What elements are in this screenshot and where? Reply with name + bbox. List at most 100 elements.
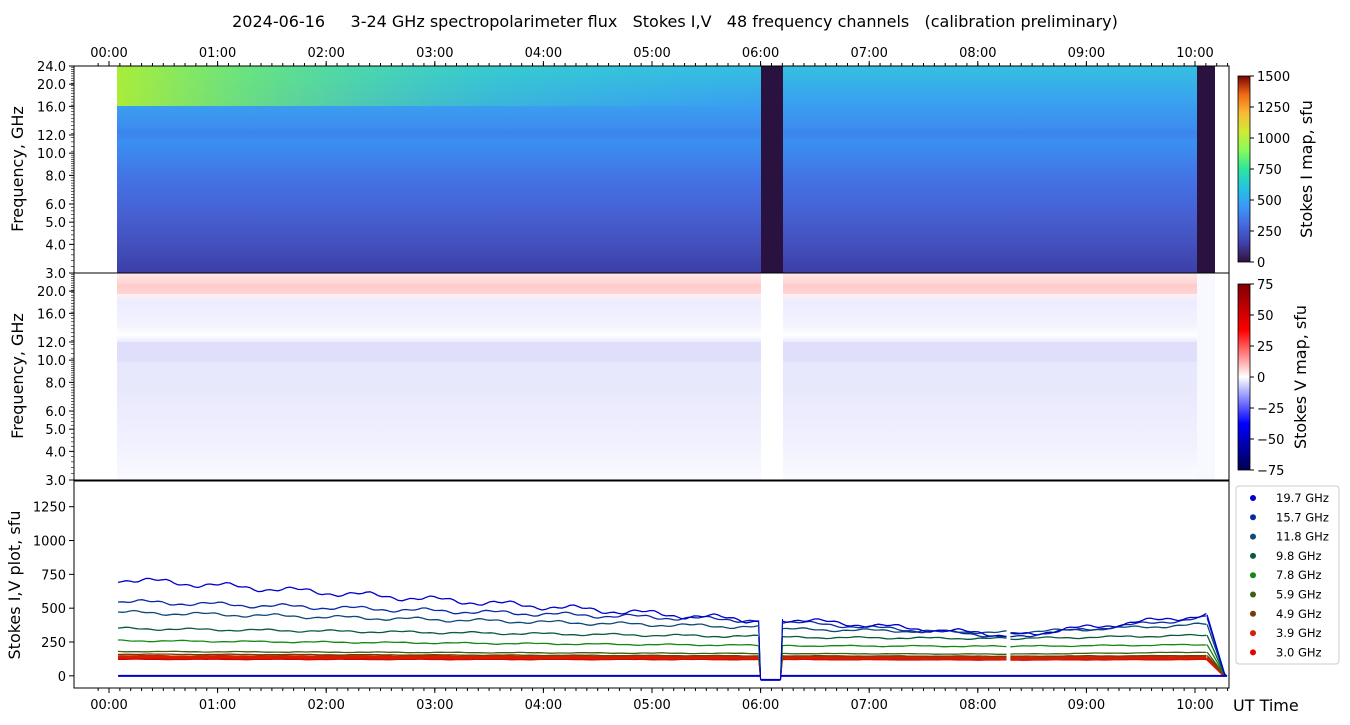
series-line-post-gap [782, 618, 1007, 638]
top-time-tick-label: 08:00 [959, 46, 996, 61]
series-line-post-gap [782, 620, 1007, 638]
bottom-time-axis: 00:00 01:00 02:00 03:00 04:00 05:00 06:00 07:00… [90, 688, 1229, 713]
freq-tick-label: 16.0 [37, 307, 66, 322]
bottom-time-tick-label: 03:00 [416, 698, 453, 713]
bottom-time-tick-label: 00:00 [90, 698, 127, 713]
series-line-late [1010, 651, 1207, 655]
series-line-pre-gap [118, 653, 758, 657]
stokes-v-yticks: 3.0 4.0 5.0 6.0 8.0 10.0 12.0 16.0 20.0 [37, 273, 74, 489]
series-line-post-gap [782, 652, 1007, 655]
series-line-pre-gap [117, 599, 759, 623]
legend-marker [1250, 591, 1256, 598]
top-time-tick-label: 03:00 [416, 46, 453, 61]
stokes-v-ylabel: Frequency, GHz [8, 313, 27, 439]
stokes-v-colorbar-label: Stokes V map, sfu [1291, 305, 1310, 449]
legend-box [1235, 485, 1340, 665]
bottom-time-tick-label: 10:00 [1176, 698, 1213, 713]
colorbar-tick-label: −75 [1257, 464, 1284, 479]
freq-tick-label: 12.0 [37, 336, 66, 351]
series-line-post-gap [782, 644, 1007, 648]
colorbar-tick-label: 1250 [1257, 101, 1290, 116]
freq-tick-label: 10.0 [37, 354, 66, 369]
series-line-late [1010, 612, 1207, 636]
series-line-post-gap [782, 654, 1007, 658]
stokes-v-panel: Frequency, GHz 3.0 4.0 5.0 6.0 8.0 10.0 12.0 16… [8, 272, 1230, 489]
top-time-tick-label: 04:00 [525, 46, 562, 61]
series-line-pre-gap [117, 650, 758, 655]
freq-tick-label: 20.0 [37, 78, 66, 93]
stokes-v-gap [761, 273, 783, 480]
flux-tick-label: 1250 [33, 501, 66, 516]
stokes-plot-yticks: 0 250 500 750 1000 1250 [33, 501, 74, 685]
stokes-i-colorbar: 0 250 500 750 1000 1250 1500 Stokes I map, sfu [1237, 70, 1316, 271]
freq-tick-label: 6.0 [45, 198, 66, 213]
stokes-v-blue-band [117, 342, 1199, 362]
colorbar-tick-label: 250 [1257, 225, 1282, 240]
legend-marker [1250, 649, 1256, 656]
stokes-i-gap [761, 66, 783, 273]
stokes-i-colorbar-scale [1237, 75, 1251, 263]
bottom-time-tick-label: 05:00 [633, 698, 670, 713]
flux-tick-label: 500 [41, 602, 66, 617]
legend-label: 5.9 GHz [1276, 588, 1322, 602]
flux-tick-label: 750 [41, 568, 66, 583]
colorbar-tick-label: 500 [1257, 194, 1282, 209]
series-line-post-gap [782, 635, 1007, 640]
legend-marker [1250, 610, 1256, 617]
freq-tick-label: 5.0 [45, 216, 66, 231]
stokes-v-colorbar-scale [1237, 283, 1251, 471]
legend: 19.7 GHz 15.7 GHz 11.8 GHz 9.8 GHz 7.8 GHz 5.… [1235, 485, 1340, 665]
series-line-late [1010, 655, 1207, 661]
series-line-late [1010, 654, 1207, 657]
freq-tick-label: 3.0 [45, 267, 66, 282]
legend-marker [1250, 552, 1256, 559]
freq-tick-label: 24.0 [37, 60, 66, 75]
freq-tick-label: 12.0 [37, 129, 66, 144]
legend-marker [1250, 533, 1256, 540]
top-time-axis: 00:00 01:00 02:00 03:00 04:00 05:00 06:00 07:00… [90, 46, 1229, 66]
freq-tick-label: 8.0 [45, 376, 66, 391]
legend-label: 3.0 GHz [1276, 645, 1322, 659]
top-time-tick-label: 01:00 [199, 46, 236, 61]
series-line-pre-gap [118, 639, 759, 647]
colorbar-tick-label: 750 [1257, 163, 1282, 178]
series-drop [1206, 614, 1226, 677]
stokes-i-ylabel: Frequency, GHz [8, 106, 27, 232]
colorbar-tick-label: 1500 [1257, 70, 1290, 85]
legend-marker [1250, 495, 1256, 501]
legend-marker [1250, 572, 1256, 579]
top-time-tick-label: 06:00 [742, 46, 779, 61]
stokes-i-panel: Frequency, GHz 3.0 4.0 5.0 6.0 8.0 10.0 12.0 16… [8, 60, 1230, 282]
top-time-tick-label: 07:00 [850, 46, 887, 61]
series-line-pre-gap [117, 654, 759, 660]
stokes-plot-series [117, 577, 1228, 681]
series-line-late [1010, 643, 1207, 648]
colorbar-tick-label: −25 [1257, 402, 1284, 417]
stokes-i-yticks: 3.0 4.0 5.0 6.0 8.0 10.0 12.0 16.0 20.0 24.0 [37, 60, 74, 282]
legend-label: 11.8 GHz [1276, 530, 1329, 544]
flux-tick-label: 0 [58, 670, 66, 685]
freq-tick-label: 4.0 [45, 238, 66, 253]
stokes-i-band-edge [117, 130, 1199, 134]
top-time-tick-label: 02:00 [307, 46, 344, 61]
bottom-time-tick-label: 04:00 [525, 698, 562, 713]
bottom-time-tick-label: 07:00 [850, 698, 887, 713]
bottom-time-tick-label: 08:00 [959, 698, 996, 713]
stokes-v-frame [73, 272, 1230, 481]
freq-tick-label: 8.0 [45, 169, 66, 184]
bottom-time-tick-label: 09:00 [1068, 698, 1105, 713]
colorbar-tick-label: 0 [1257, 371, 1265, 386]
stokes-i-colorbar-ticks: 0 250 500 750 1000 1250 1500 [1250, 70, 1290, 271]
flux-tick-label: 1000 [33, 535, 66, 550]
top-time-tick-label: 00:00 [90, 46, 127, 61]
freq-tick-label: 20.0 [37, 285, 66, 300]
series-line-post-gap [782, 655, 1007, 661]
stokes-i-sunset [1197, 66, 1215, 273]
bottom-time-tick-label: 06:00 [742, 698, 779, 713]
freq-tick-label: 6.0 [45, 405, 66, 420]
series-line-late [1010, 633, 1207, 641]
stokes-v-map [117, 273, 1199, 480]
freq-tick-label: 5.0 [45, 423, 66, 438]
legend-label: 7.8 GHz [1276, 568, 1322, 582]
